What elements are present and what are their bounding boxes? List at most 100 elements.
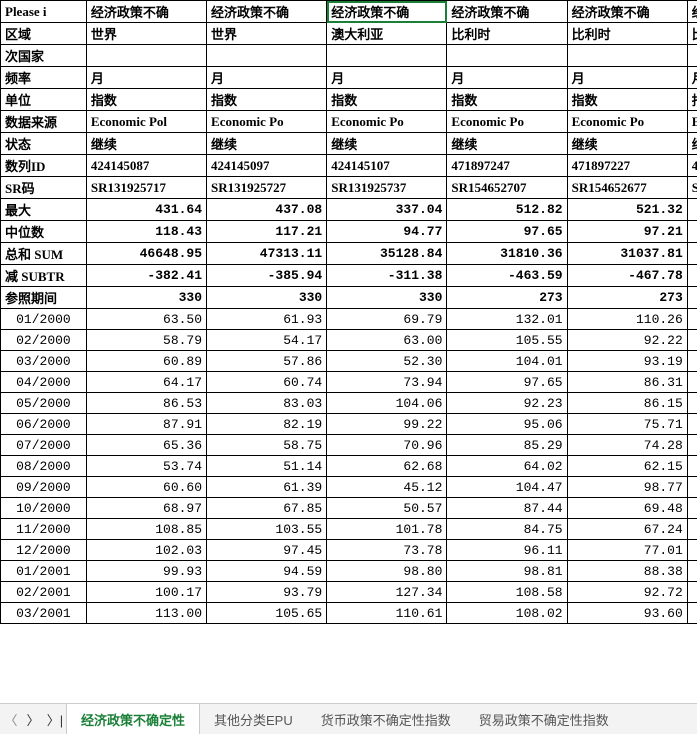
data-cell[interactable]: 77.01: [567, 540, 687, 561]
data-cell[interactable]: 05/2000: [1, 393, 87, 414]
meta-cell[interactable]: 继续: [447, 133, 567, 155]
data-cell[interactable]: 105.55: [447, 330, 567, 351]
data-cell[interactable]: [687, 519, 697, 540]
meta-cell[interactable]: 频率: [1, 67, 87, 89]
data-cell[interactable]: 60.74: [207, 372, 327, 393]
data-cell[interactable]: 84.75: [447, 519, 567, 540]
column-header[interactable]: 经济政策不确: [207, 1, 327, 23]
data-cell[interactable]: 60.60: [86, 477, 206, 498]
stat-cell[interactable]: [687, 199, 697, 221]
data-cell[interactable]: 03/2001: [1, 603, 87, 624]
data-cell[interactable]: 102.03: [86, 540, 206, 561]
data-cell[interactable]: 01/2000: [1, 309, 87, 330]
stat-cell[interactable]: 35128.84: [327, 243, 447, 265]
data-cell[interactable]: 68.97: [86, 498, 206, 519]
meta-cell[interactable]: 继续: [86, 133, 206, 155]
column-header[interactable]: 经济政策不确: [327, 1, 447, 23]
column-header[interactable]: 经济政策不确: [86, 1, 206, 23]
meta-cell[interactable]: 月: [327, 67, 447, 89]
meta-cell[interactable]: 424145097: [207, 155, 327, 177]
stat-cell[interactable]: 521.32: [567, 199, 687, 221]
data-cell[interactable]: 03/2000: [1, 351, 87, 372]
data-cell[interactable]: [687, 414, 697, 435]
meta-cell[interactable]: [687, 45, 697, 67]
data-cell[interactable]: 103.55: [207, 519, 327, 540]
sheet-tab[interactable]: 经济政策不确定性: [66, 704, 200, 734]
data-cell[interactable]: [687, 603, 697, 624]
data-cell[interactable]: 95.06: [447, 414, 567, 435]
column-header[interactable]: 经: [687, 1, 697, 23]
stat-cell[interactable]: 330: [86, 287, 206, 309]
data-cell[interactable]: 51.14: [207, 456, 327, 477]
stat-cell[interactable]: -385.94: [207, 265, 327, 287]
data-cell[interactable]: 73.94: [327, 372, 447, 393]
meta-cell[interactable]: 月: [687, 67, 697, 89]
meta-cell[interactable]: Economic Po: [207, 111, 327, 133]
data-cell[interactable]: 50.57: [327, 498, 447, 519]
stat-cell[interactable]: 97.21: [567, 221, 687, 243]
data-cell[interactable]: 108.58: [447, 582, 567, 603]
stat-cell[interactable]: 31037.81: [567, 243, 687, 265]
data-cell[interactable]: 02/2001: [1, 582, 87, 603]
data-cell[interactable]: 60.89: [86, 351, 206, 372]
stat-cell[interactable]: -311.38: [327, 265, 447, 287]
sheet-tab[interactable]: 贸易政策不确定性指数: [465, 704, 623, 734]
data-cell[interactable]: 101.78: [327, 519, 447, 540]
meta-cell[interactable]: SR: [687, 177, 697, 199]
data-cell[interactable]: 93.19: [567, 351, 687, 372]
data-cell[interactable]: 75.71: [567, 414, 687, 435]
meta-cell[interactable]: SR154652707: [447, 177, 567, 199]
data-cell[interactable]: 62.15: [567, 456, 687, 477]
meta-cell[interactable]: Economic Po: [327, 111, 447, 133]
data-cell[interactable]: 86.31: [567, 372, 687, 393]
data-cell[interactable]: 63.00: [327, 330, 447, 351]
data-cell[interactable]: 74.28: [567, 435, 687, 456]
data-cell[interactable]: [687, 582, 697, 603]
stat-cell[interactable]: 参照期间: [1, 287, 87, 309]
data-cell[interactable]: 52.30: [327, 351, 447, 372]
column-header[interactable]: Please i: [1, 1, 87, 23]
meta-cell[interactable]: 指数: [567, 89, 687, 111]
data-cell[interactable]: 62.68: [327, 456, 447, 477]
stat-cell[interactable]: 118.43: [86, 221, 206, 243]
column-header[interactable]: 经济政策不确: [567, 1, 687, 23]
meta-cell[interactable]: 指数: [327, 89, 447, 111]
data-cell[interactable]: 86.53: [86, 393, 206, 414]
meta-cell[interactable]: 指数: [86, 89, 206, 111]
data-cell[interactable]: 02/2000: [1, 330, 87, 351]
data-cell[interactable]: [687, 393, 697, 414]
data-cell[interactable]: 08/2000: [1, 456, 87, 477]
data-cell[interactable]: 64.17: [86, 372, 206, 393]
stat-cell[interactable]: -467.78: [567, 265, 687, 287]
tab-nav-next[interactable]: 〉: [22, 704, 44, 734]
meta-cell[interactable]: 指: [687, 89, 697, 111]
meta-cell[interactable]: 继续: [207, 133, 327, 155]
stat-cell[interactable]: 431.64: [86, 199, 206, 221]
meta-cell[interactable]: 471897227: [567, 155, 687, 177]
meta-cell[interactable]: 月: [567, 67, 687, 89]
data-cell[interactable]: 82.19: [207, 414, 327, 435]
stat-cell[interactable]: 减 SUBTR: [1, 265, 87, 287]
meta-cell[interactable]: Economic Po: [567, 111, 687, 133]
meta-cell[interactable]: 指数: [207, 89, 327, 111]
meta-cell[interactable]: 区域: [1, 23, 87, 45]
data-cell[interactable]: 54.17: [207, 330, 327, 351]
data-cell[interactable]: 97.65: [447, 372, 567, 393]
stat-cell[interactable]: 330: [327, 287, 447, 309]
data-cell[interactable]: 65.36: [86, 435, 206, 456]
data-cell[interactable]: 104.06: [327, 393, 447, 414]
stat-cell[interactable]: 273: [567, 287, 687, 309]
meta-cell[interactable]: SR131925737: [327, 177, 447, 199]
data-cell[interactable]: 53.74: [86, 456, 206, 477]
data-cell[interactable]: 69.48: [567, 498, 687, 519]
data-cell[interactable]: [687, 351, 697, 372]
data-cell[interactable]: 11/2000: [1, 519, 87, 540]
meta-cell[interactable]: SR码: [1, 177, 87, 199]
meta-cell[interactable]: [447, 45, 567, 67]
data-cell[interactable]: 87.44: [447, 498, 567, 519]
data-cell[interactable]: 93.60: [567, 603, 687, 624]
stat-cell[interactable]: [687, 287, 697, 309]
data-cell[interactable]: 12/2000: [1, 540, 87, 561]
meta-cell[interactable]: 次国家: [1, 45, 87, 67]
stat-cell[interactable]: 总和 SUM: [1, 243, 87, 265]
